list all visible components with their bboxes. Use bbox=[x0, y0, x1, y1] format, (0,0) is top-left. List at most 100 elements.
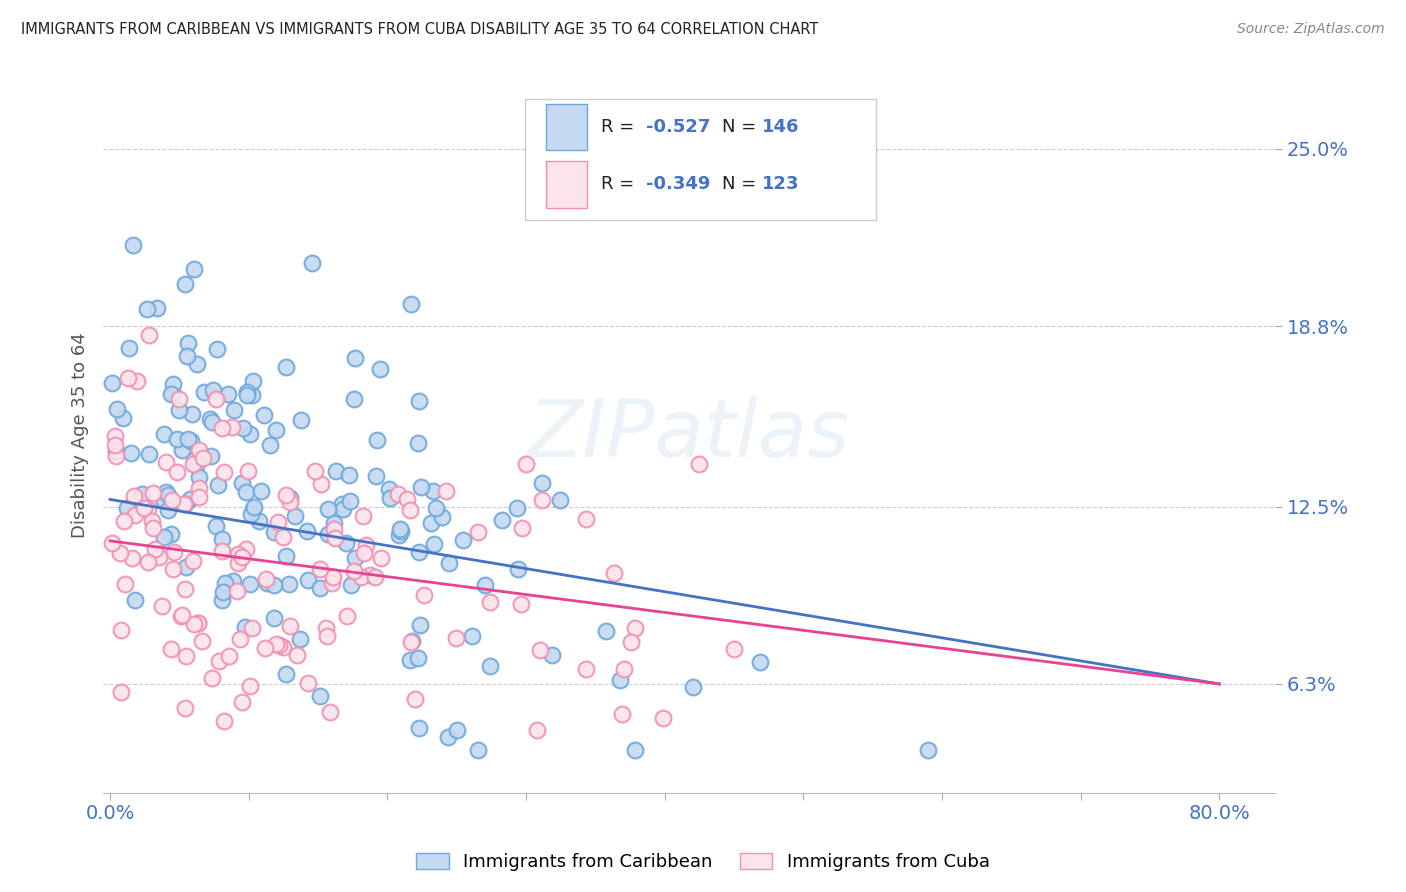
Point bbox=[479, 658, 502, 673]
Point bbox=[256, 576, 278, 591]
Point bbox=[200, 450, 222, 464]
Point bbox=[335, 536, 357, 550]
Point bbox=[267, 515, 290, 529]
Point bbox=[250, 483, 273, 498]
Point bbox=[389, 524, 412, 538]
Point bbox=[290, 413, 312, 427]
Point bbox=[226, 556, 249, 570]
Point bbox=[321, 575, 343, 590]
Point bbox=[325, 464, 347, 478]
Point bbox=[104, 438, 127, 452]
Point bbox=[316, 629, 339, 643]
Legend: Immigrants from Caribbean, Immigrants from Cuba: Immigrants from Caribbean, Immigrants fr… bbox=[409, 846, 997, 879]
Point bbox=[162, 387, 184, 401]
Point bbox=[112, 514, 135, 528]
Point bbox=[104, 429, 127, 443]
Point bbox=[917, 743, 939, 757]
Point bbox=[436, 730, 458, 744]
Point bbox=[682, 680, 704, 694]
Point bbox=[263, 611, 285, 625]
Point bbox=[388, 528, 411, 542]
Point bbox=[395, 492, 418, 507]
Point bbox=[467, 743, 489, 757]
Point bbox=[322, 570, 344, 584]
Point bbox=[229, 632, 252, 647]
Point bbox=[115, 501, 138, 516]
Point bbox=[231, 695, 253, 709]
Point bbox=[409, 618, 432, 632]
Point bbox=[603, 566, 626, 580]
Point bbox=[167, 392, 190, 406]
Point bbox=[323, 516, 346, 531]
Point bbox=[153, 530, 176, 544]
Point bbox=[510, 521, 533, 535]
Point bbox=[211, 532, 233, 546]
Point bbox=[322, 522, 344, 536]
Point bbox=[174, 701, 197, 715]
Point bbox=[406, 436, 429, 450]
Point bbox=[242, 374, 264, 388]
Point bbox=[173, 497, 195, 511]
Point bbox=[749, 655, 772, 669]
Point bbox=[204, 392, 226, 406]
Point bbox=[174, 648, 197, 663]
Point bbox=[399, 635, 422, 649]
Point bbox=[188, 482, 211, 496]
Point bbox=[239, 507, 262, 521]
Point bbox=[304, 464, 326, 478]
Point bbox=[205, 519, 228, 533]
Point bbox=[173, 582, 195, 596]
Point bbox=[150, 599, 173, 614]
Point bbox=[297, 573, 319, 587]
Text: 146: 146 bbox=[762, 118, 799, 136]
Point bbox=[239, 679, 262, 693]
Point bbox=[240, 388, 263, 402]
Point bbox=[121, 550, 143, 565]
Point bbox=[297, 524, 319, 538]
Point bbox=[208, 654, 231, 668]
Point bbox=[141, 514, 163, 528]
Point bbox=[170, 442, 193, 457]
Point bbox=[222, 403, 245, 417]
Point bbox=[278, 619, 301, 633]
Point bbox=[160, 642, 183, 657]
Point bbox=[167, 403, 190, 417]
Point bbox=[187, 443, 209, 458]
Point bbox=[187, 615, 209, 630]
Point bbox=[540, 648, 562, 663]
Point bbox=[173, 497, 195, 511]
Point bbox=[236, 464, 259, 478]
Point bbox=[124, 508, 146, 523]
Point bbox=[183, 616, 205, 631]
Point bbox=[143, 542, 166, 557]
Point bbox=[408, 721, 430, 735]
Point bbox=[389, 522, 412, 536]
Point bbox=[491, 513, 513, 527]
Point bbox=[318, 706, 340, 720]
Point bbox=[278, 491, 301, 505]
Point bbox=[595, 624, 617, 639]
Point bbox=[138, 502, 160, 516]
Point bbox=[160, 527, 183, 541]
Point bbox=[370, 551, 392, 566]
Point bbox=[263, 524, 285, 539]
Point bbox=[231, 550, 253, 565]
Point bbox=[177, 336, 200, 351]
Point bbox=[353, 508, 375, 523]
Point bbox=[218, 648, 240, 663]
Point bbox=[350, 570, 373, 584]
Point bbox=[201, 671, 224, 685]
Point bbox=[353, 546, 375, 560]
Text: 123: 123 bbox=[762, 176, 799, 194]
Point bbox=[200, 412, 222, 426]
Point bbox=[183, 262, 205, 277]
Point bbox=[575, 512, 598, 526]
Point bbox=[156, 488, 179, 502]
Point bbox=[242, 500, 264, 514]
Point bbox=[162, 562, 184, 576]
Point bbox=[444, 632, 467, 646]
Point bbox=[187, 491, 209, 505]
Point bbox=[413, 588, 436, 602]
Point bbox=[111, 411, 134, 425]
Point bbox=[114, 577, 136, 591]
